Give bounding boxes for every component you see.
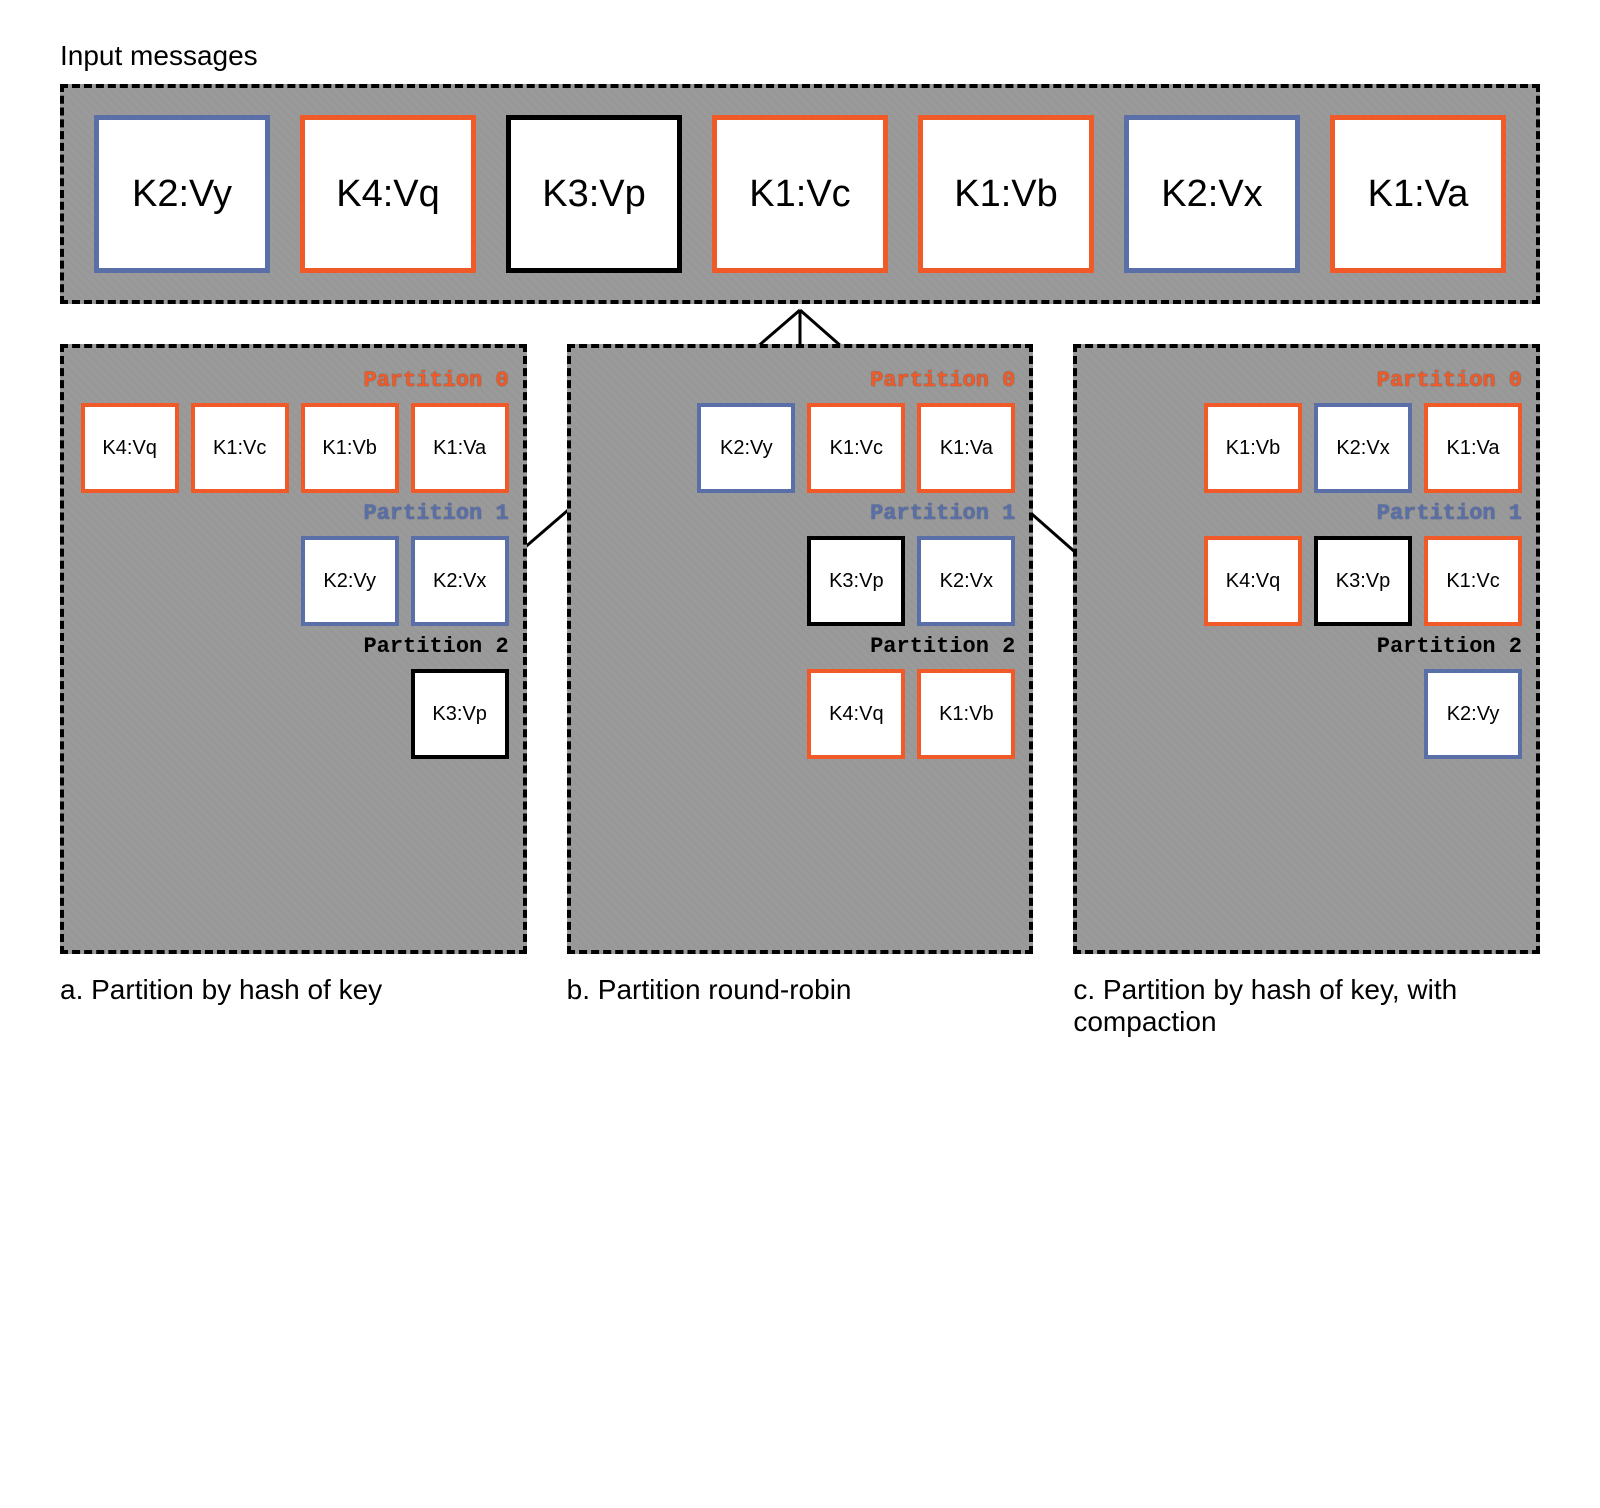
partition-message-row: K3:Vp xyxy=(78,669,509,759)
input-message: K1:Vc xyxy=(712,115,888,273)
partition-message: K1:Va xyxy=(411,403,509,493)
caption: c. Partition by hash of key, with compac… xyxy=(1073,974,1540,1038)
partition-message: K2:Vx xyxy=(917,536,1015,626)
partition-message-row: K1:VbK2:VxK1:Va xyxy=(1091,403,1522,493)
input-message: K2:Vx xyxy=(1124,115,1300,273)
partition-message-row: K4:VqK1:Vb xyxy=(585,669,1016,759)
partition-message: K4:Vq xyxy=(1204,536,1302,626)
input-message: K1:Va xyxy=(1330,115,1506,273)
partition-title: Partition 0 xyxy=(78,368,509,393)
partition-box-compacted: Partition 0 K1:VbK2:VxK1:Va Partition 1 K4:… xyxy=(1073,344,1540,954)
partition-message-row: K2:Vy xyxy=(1091,669,1522,759)
partition-message: K1:Vc xyxy=(191,403,289,493)
input-message: K1:Vb xyxy=(918,115,1094,273)
partition-message-row: K4:VqK1:VcK1:VbK1:Va xyxy=(78,403,509,493)
caption: a. Partition by hash of key xyxy=(60,974,527,1038)
partition-message: K3:Vp xyxy=(411,669,509,759)
partition-title: Partition 1 xyxy=(1091,501,1522,526)
partition-message: K2:Vx xyxy=(411,536,509,626)
partition-title: Partition 2 xyxy=(78,634,509,659)
partition-message: K4:Vq xyxy=(807,669,905,759)
partition-boxes-row: Partition 0K4:VqK1:VcK1:VbK1:VaPartition… xyxy=(60,344,1540,954)
partition-message-row: K4:VqK3:VpK1:Vc xyxy=(1091,536,1522,626)
partition-box-hash: Partition 0 K4:VqK1:VcK1:VbK1:Va Partition… xyxy=(60,344,527,954)
partition-message: K1:Vb xyxy=(917,669,1015,759)
partition-title: Partition 2 xyxy=(1091,634,1522,659)
partition-message: K2:Vx xyxy=(1314,403,1412,493)
input-message: K3:Vp xyxy=(506,115,682,273)
partition-title: Partition 2 xyxy=(585,634,1016,659)
partition-box-roundrobin: Partition 0 K2:VyK1:VcK1:Va Partition 1 K3:… xyxy=(567,344,1034,954)
partition-title: Partition 1 xyxy=(585,501,1016,526)
caption: b. Partition round-robin xyxy=(567,974,1034,1038)
partition-title: Partition 0 xyxy=(585,368,1016,393)
partition-message: K3:Vp xyxy=(807,536,905,626)
input-messages-label: Input messages xyxy=(60,40,1540,72)
partition-message: K3:Vp xyxy=(1314,536,1412,626)
partition-message: K1:Vc xyxy=(807,403,905,493)
partition-message: K1:Vb xyxy=(1204,403,1302,493)
partition-message: K2:Vy xyxy=(1424,669,1522,759)
partition-message: K2:Vy xyxy=(697,403,795,493)
partition-message-row: K3:VpK2:Vx xyxy=(585,536,1016,626)
partition-message: K1:Va xyxy=(917,403,1015,493)
partition-title: Partition 1 xyxy=(78,501,509,526)
partition-message: K1:Va xyxy=(1424,403,1522,493)
input-message: K2:Vy xyxy=(94,115,270,273)
input-message: K4:Vq xyxy=(300,115,476,273)
partition-message: K1:Vb xyxy=(301,403,399,493)
partition-message: K4:Vq xyxy=(81,403,179,493)
partition-message-row: K2:VyK2:Vx xyxy=(78,536,509,626)
partition-message: K2:Vy xyxy=(301,536,399,626)
captions-row: a. Partition by hash of key b. Partition … xyxy=(60,954,1540,1038)
input-messages-panel: K2:VyK4:VqK3:VpK1:VcK1:VbK2:VxK1:Va xyxy=(60,84,1540,304)
partition-title: Partition 0 xyxy=(1091,368,1522,393)
partition-message: K1:Vc xyxy=(1424,536,1522,626)
partition-message-row: K2:VyK1:VcK1:Va xyxy=(585,403,1016,493)
